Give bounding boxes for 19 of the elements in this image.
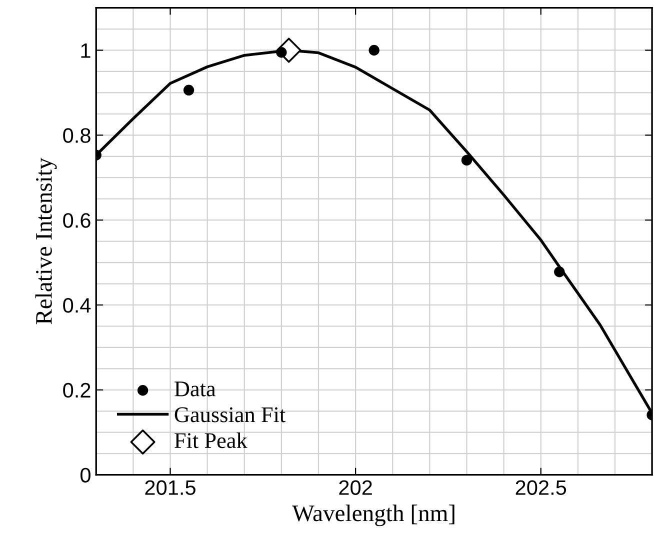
- y-tick-label: 0.2: [63, 382, 90, 398]
- point: [554, 266, 565, 278]
- point: [276, 47, 287, 58]
- x-tick-label: 202.5: [516, 480, 566, 495]
- point: [368, 44, 380, 56]
- legend-label: Data: [174, 382, 216, 396]
- x-axis-title: Wavelength [nm]: [292, 504, 454, 526]
- y-axis-title: Relative Intensity: [35, 158, 57, 324]
- point: [461, 154, 472, 166]
- legend-label: Fit Peak: [174, 432, 248, 448]
- legend-label: Gaussian Fit: [174, 407, 286, 422]
- y-tick-label: 1: [81, 43, 90, 58]
- y-tick-label: 0.6: [63, 213, 90, 228]
- y-tick-label: 0.4: [63, 298, 91, 313]
- y-tick-label: 0: [80, 468, 90, 483]
- y-tick-label: 0.8: [63, 128, 90, 143]
- x-tick-label: 201.5: [145, 480, 196, 495]
- x-tick-label: 202: [339, 480, 372, 495]
- point: [183, 84, 194, 96]
